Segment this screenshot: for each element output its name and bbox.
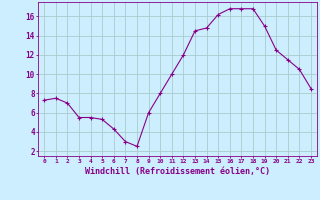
X-axis label: Windchill (Refroidissement éolien,°C): Windchill (Refroidissement éolien,°C) (85, 167, 270, 176)
